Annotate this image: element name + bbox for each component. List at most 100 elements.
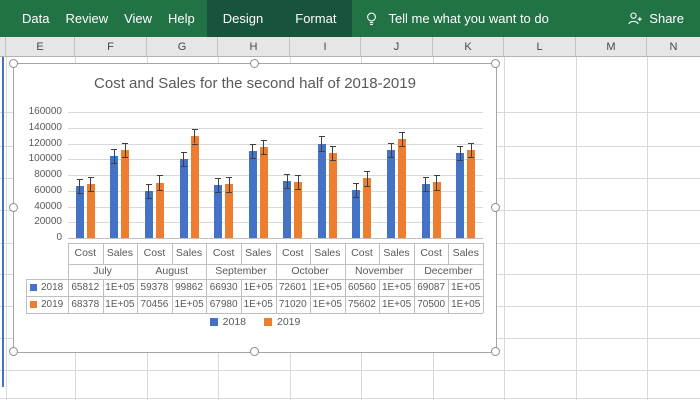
- bar-2019-december-sales[interactable]: [467, 149, 476, 238]
- category-label-month: December: [424, 265, 473, 277]
- bar-2019-october-cost[interactable]: [294, 182, 303, 238]
- error-bar: [332, 145, 334, 161]
- table-border: [448, 279, 450, 296]
- bar-2019-october-sales[interactable]: [328, 152, 337, 238]
- bar-2018-october-cost[interactable]: [283, 180, 292, 238]
- chart-resize-handle-top-middle[interactable]: [250, 59, 259, 68]
- bar-2018-august-sales[interactable]: [179, 159, 188, 238]
- error-bar-cap: [353, 183, 360, 185]
- error-bar-cap: [468, 156, 475, 158]
- sheet-gridline-column: [647, 57, 648, 400]
- bar-2018-august-cost[interactable]: [144, 191, 153, 238]
- error-bar-cap: [399, 131, 406, 133]
- error-bar: [217, 178, 219, 193]
- column-header-k[interactable]: K: [433, 37, 504, 56]
- column-header-h[interactable]: H: [218, 37, 290, 56]
- bar-2019-august-sales[interactable]: [190, 136, 199, 238]
- error-bar-cap: [457, 145, 464, 147]
- chart-resize-handle-bottom-left[interactable]: [9, 347, 18, 356]
- table-border: [310, 279, 312, 296]
- bar-2019-december-cost[interactable]: [432, 182, 441, 238]
- table-border: [379, 296, 381, 313]
- category-label-month: August: [155, 265, 189, 277]
- category-label-metric: Sales: [175, 247, 203, 259]
- table-border: [413, 279, 415, 296]
- chart-gridline: [68, 175, 483, 176]
- sheet-grid[interactable]: Cost and Sales for the second half of 20…: [0, 57, 700, 400]
- table-key-2018: 2018: [26, 279, 68, 296]
- tab-data[interactable]: Data: [22, 11, 50, 26]
- tab-view[interactable]: View: [124, 11, 153, 26]
- table-cell-2019: 1E+05: [105, 299, 135, 310]
- chart-gridline: [68, 206, 483, 208]
- bar-2019-september-cost[interactable]: [225, 184, 234, 238]
- bar-2018-september-sales[interactable]: [248, 150, 257, 238]
- error-bar-cap: [249, 143, 256, 145]
- column-header-e[interactable]: E: [6, 37, 75, 56]
- tab-design[interactable]: Design: [222, 11, 264, 26]
- bar-2018-july-cost[interactable]: [75, 186, 84, 238]
- tab-format[interactable]: Format: [295, 11, 337, 26]
- bar-2019-november-cost[interactable]: [363, 178, 372, 238]
- bar-2018-september-cost[interactable]: [214, 185, 223, 238]
- bar-2019-november-sales[interactable]: [398, 138, 407, 238]
- bar-2019-july-sales[interactable]: [121, 149, 130, 238]
- share-label: Share: [649, 11, 684, 26]
- chart-resize-handle-bottom-right[interactable]: [491, 347, 500, 356]
- bar-2018-july-sales[interactable]: [110, 156, 119, 238]
- bar-2019-august-cost[interactable]: [155, 182, 164, 238]
- error-bar-cap: [87, 177, 94, 179]
- tab-review[interactable]: Review: [65, 11, 109, 26]
- table-border: [102, 296, 104, 313]
- y-axis-tick-label: 60000: [34, 184, 62, 196]
- bar-2019-july-cost[interactable]: [86, 184, 95, 238]
- chart[interactable]: Cost and Sales for the second half of 20…: [9, 59, 500, 356]
- table-border: [26, 313, 483, 314]
- category-label-metric: Sales: [314, 247, 341, 259]
- chart-resize-handle-middle-right[interactable]: [491, 203, 500, 212]
- table-cell-2019: 71020: [278, 299, 307, 310]
- column-header-m[interactable]: M: [576, 37, 647, 56]
- chart-resize-handle-middle-left[interactable]: [9, 203, 18, 212]
- column-header-l[interactable]: L: [504, 37, 576, 56]
- chart-resize-handle-bottom-middle[interactable]: [250, 347, 259, 356]
- table-cell-2019: 1E+05: [451, 299, 481, 310]
- tab-help[interactable]: Help: [168, 11, 195, 26]
- bar-2018-november-sales[interactable]: [387, 149, 396, 238]
- error-bar-cap: [295, 189, 302, 191]
- bar-2018-december-sales[interactable]: [456, 152, 465, 238]
- table-border: [206, 279, 208, 296]
- share-person-icon: [628, 12, 643, 25]
- error-bar: [390, 142, 392, 157]
- error-bar-cap: [215, 178, 222, 180]
- chart-resize-handle-top-left[interactable]: [9, 59, 18, 68]
- table-cell-2018: 1E+05: [451, 282, 481, 293]
- share-button[interactable]: Share: [627, 0, 684, 37]
- error-bar-cap: [364, 185, 371, 187]
- column-header-n[interactable]: N: [669, 40, 678, 53]
- table-border: [275, 243, 277, 264]
- bar-2019-september-sales[interactable]: [259, 146, 268, 238]
- table-border: [26, 296, 483, 297]
- table-cell-2018: 1E+05: [105, 282, 135, 293]
- bar-2018-october-sales[interactable]: [317, 143, 326, 238]
- chart-resize-handle-top-right[interactable]: [491, 59, 500, 68]
- column-header-j[interactable]: J: [361, 37, 433, 56]
- legend-item-2018[interactable]: 2018: [209, 316, 246, 328]
- chart-gridline: [68, 159, 483, 161]
- error-bar-cap: [122, 156, 129, 158]
- column-header-i[interactable]: I: [290, 37, 361, 56]
- bar-2018-november-cost[interactable]: [352, 190, 361, 238]
- error-bar-cap: [468, 142, 475, 144]
- table-cell-2019: 67980: [209, 299, 238, 310]
- bar-2018-december-cost[interactable]: [421, 183, 430, 238]
- column-header-f[interactable]: F: [75, 37, 147, 56]
- table-cell-2019: 70500: [417, 299, 446, 310]
- table-border: [26, 279, 483, 280]
- column-header-g[interactable]: G: [147, 37, 218, 56]
- error-bar-cap: [260, 139, 267, 141]
- legend-item-2019[interactable]: 2019: [264, 316, 300, 328]
- tell-me-box[interactable]: Tell me what you want to do: [364, 0, 549, 37]
- error-bar: [113, 149, 115, 164]
- table-border: [344, 279, 346, 296]
